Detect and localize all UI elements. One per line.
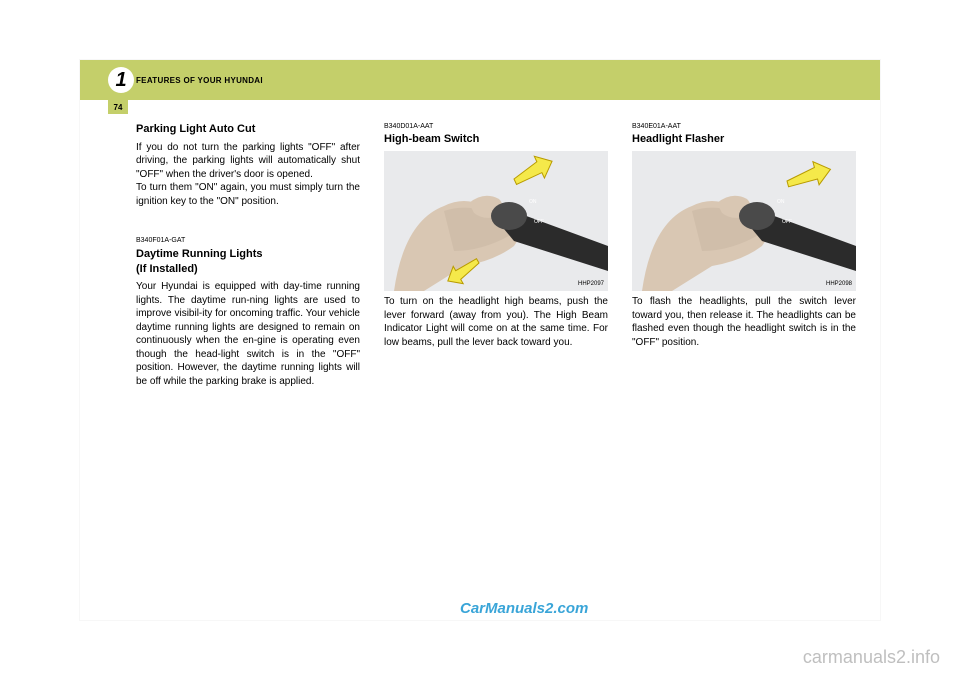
watermark-carmanuals2-com: CarManuals2.com xyxy=(460,600,588,617)
column-1: Parking Light Auto Cut If you do not tur… xyxy=(136,122,360,402)
chapter-number-circle: 1 xyxy=(108,67,134,93)
svg-text:ON: ON xyxy=(777,199,785,205)
manual-page: 1 FEATURES OF YOUR HYUNDAI 74 Parking Li… xyxy=(80,60,880,620)
page-number-box: 74 xyxy=(108,100,128,114)
svg-text:OFF: OFF xyxy=(534,219,544,225)
column-3: B340E01A-AAT Headlight Flasher ON OFF xyxy=(632,122,856,402)
flasher-code: B340E01A-AAT xyxy=(632,122,856,131)
highbeam-body: To turn on the headlight high beams, pus… xyxy=(384,295,608,349)
svg-text:OFF: OFF xyxy=(782,219,792,225)
watermark-carmanuals2-info: carmanuals2.info xyxy=(803,647,940,668)
page-number: 74 xyxy=(114,103,123,112)
flasher-svg: ON OFF xyxy=(632,151,856,291)
daytime-title: Daytime Running Lights (If Installed) xyxy=(136,247,360,277)
column-2: B340D01A-AAT High-beam Switch xyxy=(384,122,608,402)
svg-text:ON: ON xyxy=(529,199,537,205)
flasher-title: Headlight Flasher xyxy=(632,132,856,147)
chapter-title: FEATURES OF YOUR HYUNDAI xyxy=(136,76,263,85)
parking-light-body: If you do not turn the parking lights "O… xyxy=(136,141,360,209)
chapter-header-bar: 1 FEATURES OF YOUR HYUNDAI xyxy=(80,60,880,100)
chapter-number: 1 xyxy=(115,69,126,92)
highbeam-fig-label: HHP2097 xyxy=(578,280,604,288)
parking-light-title: Parking Light Auto Cut xyxy=(136,122,360,137)
highbeam-code: B340D01A-AAT xyxy=(384,122,608,131)
content-columns: Parking Light Auto Cut If you do not tur… xyxy=(136,122,856,402)
flasher-figure: ON OFF HHP2098 xyxy=(632,151,856,291)
flasher-fig-label: HHP2098 xyxy=(826,280,852,288)
flasher-body: To flash the headlights, pull the switch… xyxy=(632,295,856,349)
highbeam-figure: ON OFF HHP2097 xyxy=(384,151,608,291)
daytime-code: B340F01A-GAT xyxy=(136,236,360,245)
daytime-body: Your Hyundai is equipped with day-time r… xyxy=(136,280,360,388)
highbeam-svg: ON OFF xyxy=(384,151,608,291)
highbeam-title: High-beam Switch xyxy=(384,132,608,147)
